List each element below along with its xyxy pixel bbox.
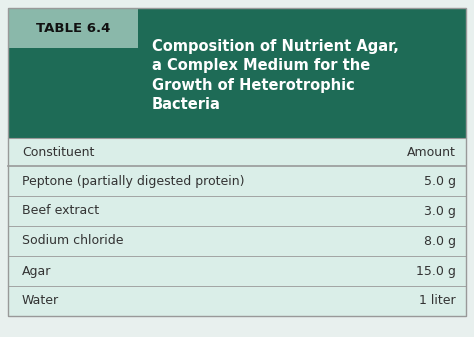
Bar [8, 286, 466, 316]
Text: 5.0 g: 5.0 g [424, 175, 456, 187]
Bar [8, 226, 466, 256]
Bar [8, 166, 466, 196]
Text: Peptone (partially digested protein): Peptone (partially digested protein) [22, 175, 245, 187]
Text: Composition of Nutrient Agar,
a Complex Medium for the
Growth of Heterotrophic
B: Composition of Nutrient Agar, a Complex … [152, 39, 399, 113]
Text: 1 liter: 1 liter [419, 295, 456, 307]
Text: 3.0 g: 3.0 g [424, 205, 456, 217]
Text: Beef extract: Beef extract [22, 205, 99, 217]
Text: Sodium chloride: Sodium chloride [22, 235, 124, 247]
Text: Constituent: Constituent [22, 146, 94, 158]
Text: 8.0 g: 8.0 g [424, 235, 456, 247]
Bar [8, 196, 466, 226]
Text: Agar: Agar [22, 265, 51, 277]
Text: Amount: Amount [407, 146, 456, 158]
Bar [8, 8, 138, 48]
Bar [8, 8, 466, 138]
Text: 15.0 g: 15.0 g [416, 265, 456, 277]
Text: TABLE 6.4: TABLE 6.4 [36, 22, 110, 34]
Bar [8, 256, 466, 286]
Text: Water: Water [22, 295, 59, 307]
Bar [8, 138, 466, 166]
